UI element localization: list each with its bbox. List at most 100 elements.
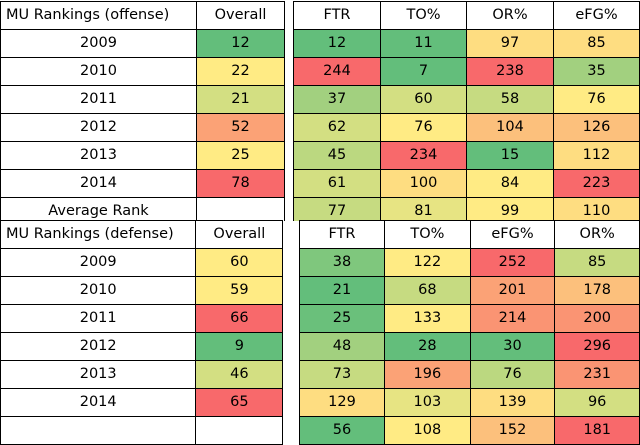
stat-rank-cell[interactable]: 73 [298,360,386,389]
stat-rank-cell[interactable]: 76 [553,85,640,114]
stat-rank-cell[interactable]: 58 [466,85,554,114]
stat-rank-cell[interactable]: 200 [554,304,640,333]
overall-rank-cell[interactable]: 22 [196,57,285,86]
stat-header-cell[interactable]: eFG% [469,220,556,249]
year-cell[interactable]: 2013 [0,360,197,389]
overall-header-cell[interactable]: Overall [196,1,285,30]
stat-rank-cell[interactable]: 28 [384,332,471,361]
offense-title-cell[interactable]: MU Rankings (offense) [0,1,197,30]
stat-header-cell[interactable]: eFG% [553,1,640,30]
stat-rank-cell[interactable]: 38 [298,248,386,277]
overall-rank-cell[interactable]: 78 [196,169,285,198]
stat-rank-cell[interactable]: 76 [380,113,467,142]
stat-rank-cell[interactable]: 126 [553,113,640,142]
stat-rank-cell[interactable]: 97 [466,29,554,58]
year-cell[interactable]: 2012 [0,332,197,361]
spacer-cell[interactable] [282,388,300,417]
average-label-cell[interactable] [0,416,197,445]
overall-rank-cell[interactable]: 65 [195,388,284,417]
stat-rank-cell[interactable]: 60 [380,85,467,114]
stat-rank-cell[interactable]: 96 [554,388,640,417]
stat-rank-cell[interactable]: 252 [469,248,556,277]
stat-rank-cell[interactable]: 12 [293,29,381,58]
stat-rank-cell[interactable]: 68 [384,276,471,305]
year-cell[interactable]: 2009 [0,248,197,277]
spacer-cell[interactable] [284,169,294,198]
stat-header-cell[interactable]: OR% [466,1,554,30]
stat-rank-cell[interactable]: 234 [380,141,467,170]
overall-rank-cell[interactable]: 59 [195,276,284,305]
stat-rank-cell[interactable]: 201 [469,276,556,305]
spacer-cell[interactable] [282,332,300,361]
overall-rank-cell[interactable]: 21 [196,85,285,114]
stat-rank-cell[interactable]: 244 [293,57,381,86]
spacer-cell[interactable] [284,85,294,114]
year-cell[interactable]: 2010 [0,57,197,86]
stat-rank-cell[interactable]: 30 [469,332,556,361]
stat-rank-cell[interactable]: 104 [466,113,554,142]
blank-cell[interactable] [195,416,284,445]
stat-rank-cell[interactable]: 62 [293,113,381,142]
overall-rank-cell[interactable]: 12 [196,29,285,58]
year-cell[interactable]: 2009 [0,29,197,58]
stat-rank-cell[interactable]: 112 [553,141,640,170]
year-cell[interactable]: 2013 [0,141,197,170]
overall-header-cell[interactable]: Overall [195,220,284,249]
stat-rank-cell[interactable]: 178 [554,276,640,305]
stat-rank-cell[interactable]: 7 [380,57,467,86]
spacer-cell[interactable] [282,416,300,445]
stat-rank-cell[interactable]: 129 [298,388,386,417]
stat-header-cell[interactable]: TO% [384,220,471,249]
stat-header-cell[interactable]: TO% [380,1,467,30]
stat-header-cell[interactable]: FTR [293,1,381,30]
stat-header-cell[interactable]: FTR [298,220,386,249]
average-rank-cell[interactable]: 108 [384,416,471,445]
overall-rank-cell[interactable]: 52 [196,113,285,142]
stat-rank-cell[interactable]: 139 [469,388,556,417]
stat-rank-cell[interactable]: 76 [469,360,556,389]
stat-rank-cell[interactable]: 133 [384,304,471,333]
stat-rank-cell[interactable]: 11 [380,29,467,58]
overall-rank-cell[interactable]: 46 [195,360,284,389]
stat-rank-cell[interactable]: 122 [384,248,471,277]
spacer-cell[interactable] [282,360,300,389]
year-cell[interactable]: 2010 [0,276,197,305]
stat-header-cell[interactable]: OR% [554,220,640,249]
spacer-cell[interactable] [284,29,294,58]
stat-rank-cell[interactable]: 61 [293,169,381,198]
stat-rank-cell[interactable]: 223 [553,169,640,198]
stat-rank-cell[interactable]: 231 [554,360,640,389]
year-cell[interactable]: 2011 [0,85,197,114]
spacer-cell[interactable] [282,304,300,333]
stat-rank-cell[interactable]: 85 [553,29,640,58]
stat-rank-cell[interactable]: 25 [298,304,386,333]
year-cell[interactable]: 2011 [0,304,197,333]
spacer-cell[interactable] [282,220,300,249]
stat-rank-cell[interactable]: 15 [466,141,554,170]
stat-rank-cell[interactable]: 238 [466,57,554,86]
spacer-cell[interactable] [284,1,294,30]
stat-rank-cell[interactable]: 196 [384,360,471,389]
stat-rank-cell[interactable]: 35 [553,57,640,86]
spacer-cell[interactable] [282,248,300,277]
overall-rank-cell[interactable]: 9 [195,332,284,361]
year-cell[interactable]: 2012 [0,113,197,142]
spacer-cell[interactable] [284,57,294,86]
average-rank-cell[interactable]: 181 [554,416,640,445]
stat-rank-cell[interactable]: 214 [469,304,556,333]
year-cell[interactable]: 2014 [0,169,197,198]
stat-rank-cell[interactable]: 45 [293,141,381,170]
stat-rank-cell[interactable]: 21 [298,276,386,305]
stat-rank-cell[interactable]: 85 [554,248,640,277]
average-rank-cell[interactable]: 152 [469,416,556,445]
overall-rank-cell[interactable]: 60 [195,248,284,277]
overall-rank-cell[interactable]: 66 [195,304,284,333]
spacer-cell[interactable] [284,113,294,142]
stat-rank-cell[interactable]: 103 [384,388,471,417]
overall-rank-cell[interactable]: 25 [196,141,285,170]
stat-rank-cell[interactable]: 296 [554,332,640,361]
stat-rank-cell[interactable]: 37 [293,85,381,114]
stat-rank-cell[interactable]: 48 [298,332,386,361]
stat-rank-cell[interactable]: 100 [380,169,467,198]
spacer-cell[interactable] [284,141,294,170]
